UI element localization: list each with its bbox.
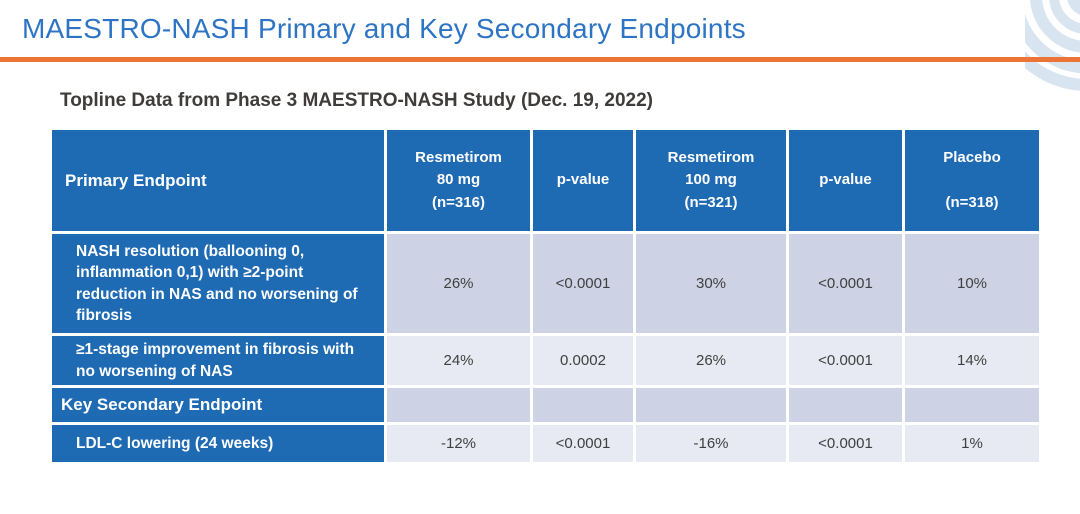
column-header-resmetirom-80: Resmetirom 80 mg (n=316) [387,130,530,231]
data-cell-empty [789,388,902,422]
data-cell: <0.0001 [533,425,633,462]
column-header-pvalue-1: p-value [533,130,633,231]
table-header-row: Primary Endpoint Resmetirom 80 mg (n=316… [52,130,1039,231]
data-cell-empty [636,388,786,422]
data-cell: 10% [905,234,1039,333]
data-cell: 30% [636,234,786,333]
data-cell: 26% [636,336,786,385]
data-cell: 14% [905,336,1039,385]
slide-subtitle: Topline Data from Phase 3 MAESTRO-NASH S… [60,90,654,111]
table-row-key-secondary-section: Key Secondary Endpoint [52,388,1039,422]
column-header-primary-endpoint: Primary Endpoint [52,130,384,231]
column-header-pvalue-2: p-value [789,130,902,231]
data-cell: 1% [905,425,1039,462]
data-cell-empty [387,388,530,422]
row-label: ≥1-stage improvement in fibrosis with no… [52,336,384,385]
data-cell-empty [533,388,633,422]
column-header-resmetirom-100: Resmetirom 100 mg (n=321) [636,130,786,231]
data-cell: <0.0001 [789,425,902,462]
row-label: LDL-C lowering (24 weeks) [52,425,384,462]
data-cell: -16% [636,425,786,462]
data-cell: <0.0001 [789,336,902,385]
accent-rule [0,57,1080,62]
data-cell: 26% [387,234,530,333]
table-row-nash-resolution: NASH resolution (ballooning 0, inflammat… [52,234,1039,333]
data-cell: -12% [387,425,530,462]
data-cell: <0.0001 [789,234,902,333]
data-cell: 24% [387,336,530,385]
table-row-ldl-c-lowering: LDL-C lowering (24 weeks) -12% <0.0001 -… [52,425,1039,462]
slide-title: MAESTRO-NASH Primary and Key Secondary E… [22,13,746,44]
endpoints-table: Primary Endpoint Resmetirom 80 mg (n=316… [49,127,1042,465]
data-cell-empty [905,388,1039,422]
table-row-fibrosis-improvement: ≥1-stage improvement in fibrosis with no… [52,336,1039,385]
column-header-placebo: Placebo (n=318) [905,130,1039,231]
data-cell: <0.0001 [533,234,633,333]
company-swirl-logo-icon [992,0,1080,92]
row-label: NASH resolution (ballooning 0, inflammat… [52,234,384,333]
data-cell: 0.0002 [533,336,633,385]
section-row-label: Key Secondary Endpoint [52,388,384,422]
